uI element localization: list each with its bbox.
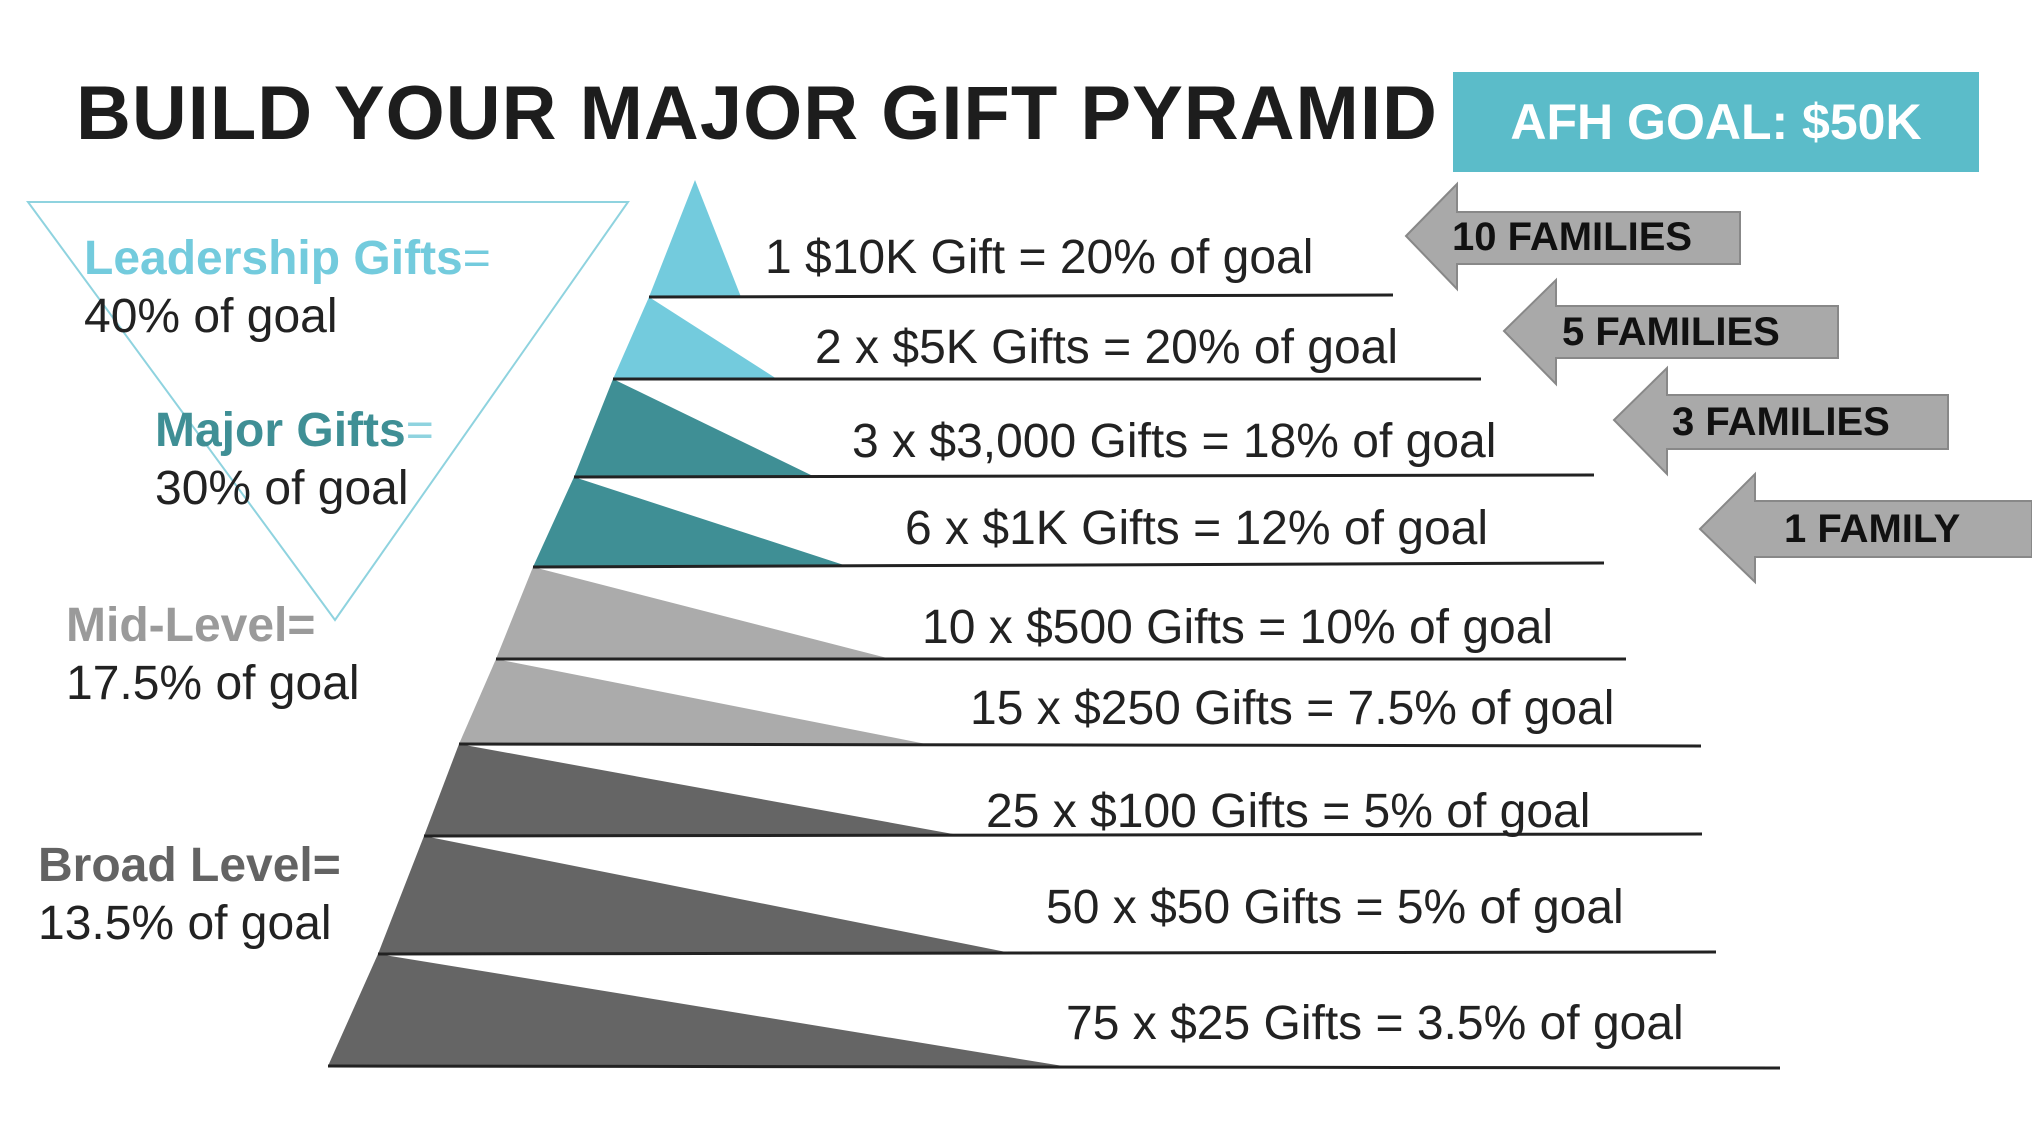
level-leadership-eq: = <box>462 232 491 285</box>
tier-text-9: 75 x $25 Gifts = 3.5% of goal <box>1066 997 1684 1050</box>
tier-text-8: 50 x $50 Gifts = 5% of goal <box>1046 881 1624 934</box>
level-broad: Broad Level= 13.5% of goal <box>38 837 341 952</box>
tier-text-5: 10 x $500 Gifts = 10% of goal <box>922 601 1554 654</box>
level-leadership-name: Leadership Gifts <box>84 232 463 285</box>
family-arrow-2 <box>1502 277 1839 387</box>
pyramid-tier-8 <box>378 836 1016 954</box>
level-mid: Mid-Level= 17.5% of goal <box>66 597 360 712</box>
level-mid-eq: = <box>287 599 316 652</box>
family-arrow-3 <box>1612 365 1949 477</box>
tier-text-7: 25 x $100 Gifts = 5% of goal <box>986 785 1591 838</box>
tier-line-4 <box>532 561 1605 569</box>
level-leadership-value: 40% of goal <box>84 289 338 343</box>
pyramid-tier-4 <box>533 477 850 567</box>
level-mid-name: Mid-Level <box>66 599 288 652</box>
inverted-triangle-outline <box>26 201 630 622</box>
level-broad-eq: = <box>312 839 341 892</box>
tier-line-3 <box>573 473 1595 479</box>
tier-line-8 <box>377 950 1717 956</box>
pyramid-tier-3 <box>574 379 815 477</box>
family-label-2: 5 FAMILIES <box>1562 310 1780 354</box>
tier-line-7 <box>423 832 1703 838</box>
tier-text-6: 15 x $250 Gifts = 7.5% of goal <box>970 682 1615 735</box>
page-title: BUILD YOUR MAJOR GIFT PYRAMID <box>76 71 1438 156</box>
level-major: Major Gifts= 30% of goal <box>155 402 434 517</box>
pyramid-tier-2 <box>613 297 777 379</box>
pyramid-tier-1 <box>649 180 741 297</box>
pyramid-tier-7 <box>424 744 964 836</box>
goal-badge: AFH GOAL: $50K <box>1453 72 1979 172</box>
family-label-1: 10 FAMILIES <box>1452 215 1693 259</box>
family-label-3: 3 FAMILIES <box>1672 400 1890 444</box>
tier-line-1 <box>648 293 1394 299</box>
level-major-value: 30% of goal <box>155 461 409 515</box>
family-arrow-4 <box>1698 471 2032 585</box>
level-mid-value: 17.5% of goal <box>66 656 360 710</box>
tier-text-1: 1 $10K Gift = 20% of goal <box>765 231 1314 284</box>
level-leadership: Leadership Gifts= 40% of goal <box>84 230 491 345</box>
pyramid-tier-9 <box>328 954 1063 1066</box>
level-broad-value: 13.5% of goal <box>38 896 332 950</box>
tier-text-2: 2 x $5K Gifts = 20% of goal <box>815 321 1399 374</box>
tier-text-3: 3 x $3,000 Gifts = 18% of goal <box>852 415 1497 468</box>
family-label-4: 1 FAMILY <box>1784 507 1961 551</box>
level-major-name: Major Gifts <box>155 404 406 457</box>
pyramid-tier-5 <box>496 567 891 659</box>
level-major-eq: = <box>405 404 434 457</box>
tier-text-4: 6 x $1K Gifts = 12% of goal <box>905 502 1489 555</box>
level-broad-name: Broad Level <box>38 839 313 892</box>
family-arrow-1 <box>1404 181 1741 292</box>
pyramid-tier-6 <box>459 659 926 744</box>
tier-line-6 <box>458 742 1702 748</box>
tier-line-9 <box>327 1064 1781 1070</box>
